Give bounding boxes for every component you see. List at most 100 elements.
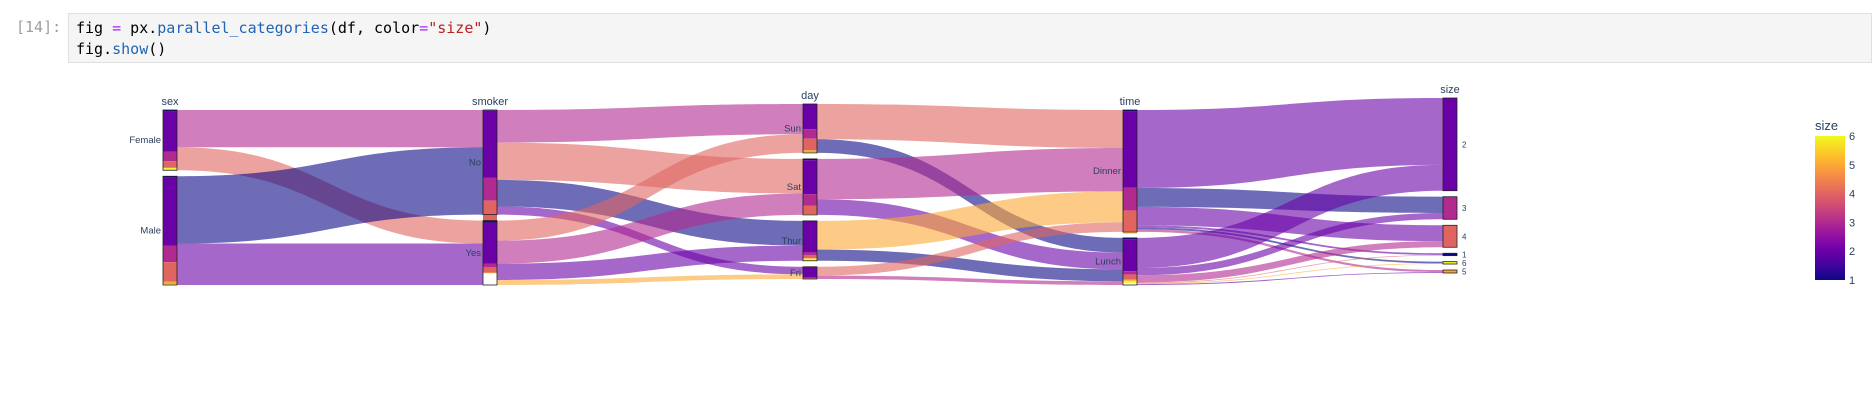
ribbon	[1137, 272, 1443, 285]
category-segment	[483, 177, 497, 201]
category-segment	[803, 267, 817, 278]
category-segment	[483, 220, 497, 223]
ribbon	[177, 243, 483, 285]
ribbon	[817, 139, 1123, 253]
category-segment	[803, 205, 817, 215]
category-segment	[163, 262, 177, 282]
ribbon	[817, 222, 1123, 276]
ribbon	[177, 147, 483, 244]
category-label: 1	[1462, 250, 1467, 259]
ribbon	[497, 142, 803, 194]
category-segment	[803, 138, 817, 151]
category-segment	[163, 167, 177, 169]
category-bar	[162, 109, 178, 171]
colorbar	[1815, 136, 1845, 280]
category-segment	[163, 161, 177, 168]
code-line-2: fig.show()	[76, 40, 166, 58]
ribbon	[1137, 187, 1443, 213]
category-bar	[1442, 269, 1458, 274]
category-segment	[163, 111, 177, 152]
category-segment	[803, 158, 817, 161]
category-segment	[803, 221, 817, 253]
colorbar-tick-label: 5	[1849, 160, 1855, 172]
category-bar	[1442, 261, 1458, 265]
notebook-cell: [14]: fig = px.parallel_categories(df, c…	[0, 0, 1875, 70]
ribbon	[1137, 229, 1443, 273]
ribbon	[1137, 164, 1443, 269]
category-segment	[163, 176, 177, 178]
ribbon	[497, 104, 803, 143]
category-bar	[482, 220, 498, 286]
axis-label: time	[1120, 96, 1141, 108]
colorbar-tick-label: 4	[1849, 189, 1855, 201]
category-label: 2	[1462, 140, 1467, 149]
category-segment	[1123, 210, 1137, 232]
category-label: Fri	[790, 268, 801, 279]
category-label: Thur	[781, 236, 801, 247]
category-segment	[1123, 111, 1137, 188]
category-segment	[483, 110, 497, 178]
category-label: Male	[140, 226, 161, 237]
code-token: fig	[76, 19, 113, 37]
ribbon	[497, 179, 803, 246]
category-segment	[483, 222, 497, 264]
category-segment	[803, 129, 817, 139]
category-segment	[1123, 110, 1137, 112]
ribbon	[497, 134, 803, 241]
category-segment	[1123, 271, 1137, 275]
category-label: Sat	[787, 182, 802, 193]
category-bar	[802, 158, 818, 216]
category-label: Dinner	[1093, 166, 1121, 177]
category-bar	[1442, 97, 1458, 192]
colorbar-title: size	[1815, 118, 1838, 133]
ribbon	[1137, 212, 1443, 276]
code-token: (df, color	[328, 19, 420, 37]
ribbon	[817, 275, 1123, 285]
category-segment	[1123, 280, 1137, 283]
category-segment	[1123, 187, 1137, 211]
category-segment	[803, 258, 817, 261]
ribbon	[1137, 98, 1443, 188]
category-segment	[803, 252, 817, 255]
category-bar	[802, 103, 818, 154]
category-segment	[1443, 253, 1457, 256]
category-segment	[483, 200, 497, 221]
axis-label: day	[801, 90, 819, 102]
category-segment	[1443, 225, 1457, 248]
ribbon	[177, 110, 483, 148]
axis-label: size	[1440, 84, 1460, 96]
ribbon	[817, 147, 1123, 200]
category-bar	[1442, 196, 1458, 220]
code-input[interactable]: fig = px.parallel_categories(df, color="…	[68, 13, 1872, 63]
code-token: "size"	[428, 19, 483, 37]
category-label: 5	[1462, 268, 1467, 277]
category-bar	[162, 175, 178, 286]
category-segment	[803, 258, 817, 259]
category-segment	[163, 168, 177, 171]
category-bar	[482, 109, 498, 215]
category-segment	[1443, 270, 1457, 273]
colorbar-tick-label: 1	[1849, 275, 1855, 287]
category-segment	[1443, 98, 1457, 191]
ribbon	[1137, 254, 1443, 284]
category-bar	[1442, 224, 1458, 248]
category-segment	[1443, 261, 1457, 265]
category-segment	[163, 245, 177, 263]
code-token: parallel_categories	[157, 19, 329, 37]
category-segment	[803, 194, 817, 206]
category-label: 4	[1462, 232, 1467, 241]
category-segment	[803, 254, 817, 259]
category-bar	[802, 266, 818, 280]
ribbon	[1137, 241, 1443, 283]
category-bar	[802, 220, 818, 262]
category-segment	[163, 281, 177, 285]
ribbon	[1137, 225, 1443, 255]
category-segment	[1443, 196, 1457, 220]
ribbon	[1137, 263, 1443, 285]
ribbon	[817, 249, 1123, 282]
ribbon	[817, 191, 1123, 250]
category-label: Female	[129, 135, 161, 146]
code-token: )	[482, 19, 492, 37]
category-segment	[483, 263, 497, 267]
code-line-1: fig = px.parallel_categories(df, color="…	[76, 19, 491, 37]
